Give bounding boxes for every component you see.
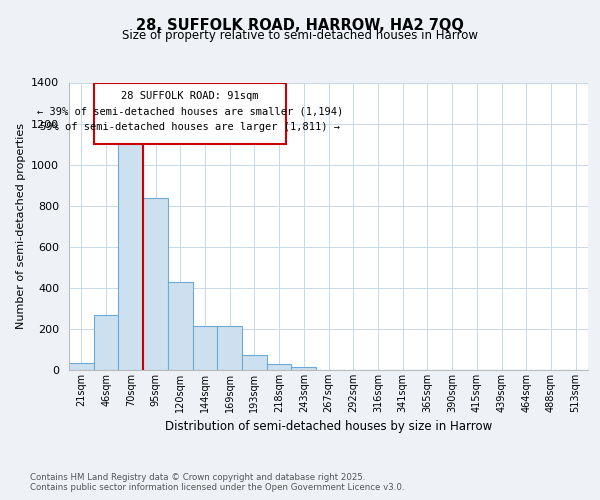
Bar <box>94 314 118 370</box>
Text: Contains HM Land Registry data © Crown copyright and database right 2025.: Contains HM Land Registry data © Crown c… <box>30 472 365 482</box>
Text: ← 39% of semi-detached houses are smaller (1,194): ← 39% of semi-detached houses are smalle… <box>37 106 343 116</box>
Y-axis label: Number of semi-detached properties: Number of semi-detached properties <box>16 123 26 329</box>
Bar <box>242 354 267 370</box>
Bar <box>193 326 217 370</box>
Text: 59% of semi-detached houses are larger (1,811) →: 59% of semi-detached houses are larger (… <box>40 122 340 132</box>
Bar <box>168 282 193 370</box>
Bar <box>118 132 143 370</box>
Bar <box>69 363 94 370</box>
Text: Contains public sector information licensed under the Open Government Licence v3: Contains public sector information licen… <box>30 484 404 492</box>
X-axis label: Distribution of semi-detached houses by size in Harrow: Distribution of semi-detached houses by … <box>165 420 492 434</box>
Bar <box>143 198 168 370</box>
Bar <box>292 367 316 370</box>
Text: Size of property relative to semi-detached houses in Harrow: Size of property relative to semi-detach… <box>122 29 478 42</box>
Bar <box>217 326 242 370</box>
Bar <box>267 364 292 370</box>
Bar <box>94 82 286 144</box>
Text: 28, SUFFOLK ROAD, HARROW, HA2 7QQ: 28, SUFFOLK ROAD, HARROW, HA2 7QQ <box>136 18 464 32</box>
Text: 28 SUFFOLK ROAD: 91sqm: 28 SUFFOLK ROAD: 91sqm <box>121 90 259 101</box>
